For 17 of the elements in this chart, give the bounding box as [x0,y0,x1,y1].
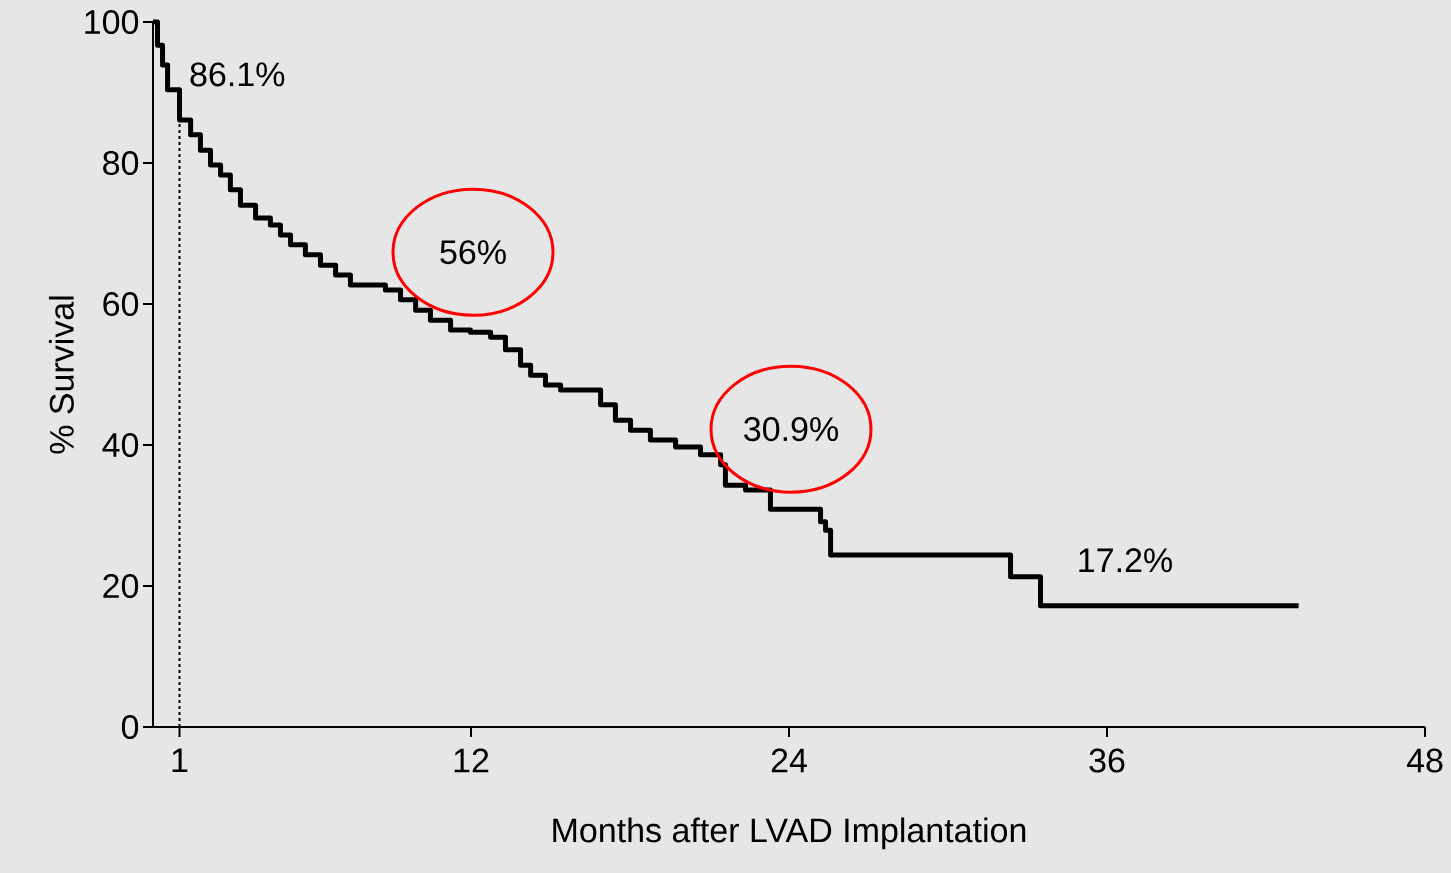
annotation: 56% [440,240,506,265]
y-tick-label: 20 [103,573,139,599]
annotation: 86.1% [190,62,285,87]
x-tick-label: 24 [771,748,807,773]
x-tick-label: 36 [1089,748,1125,773]
y-tick-label: 40 [102,432,139,458]
x-tick-label: 48 [1406,748,1443,773]
y-tick-label: 100 [85,9,139,35]
x-tick-label: 12 [454,748,489,773]
annotation: 17.2% [1079,548,1172,573]
y-tick-label: 80 [103,150,139,176]
y-tick-label: 0 [121,714,139,740]
x-tick-label: 1 [172,748,188,772]
x-axis-title: Months after LVAD Implantation [553,817,1026,850]
y-tick-label: 60 [103,291,139,317]
annotation: 30.9% [744,417,838,442]
y-axis-title: % Survival [48,296,74,454]
